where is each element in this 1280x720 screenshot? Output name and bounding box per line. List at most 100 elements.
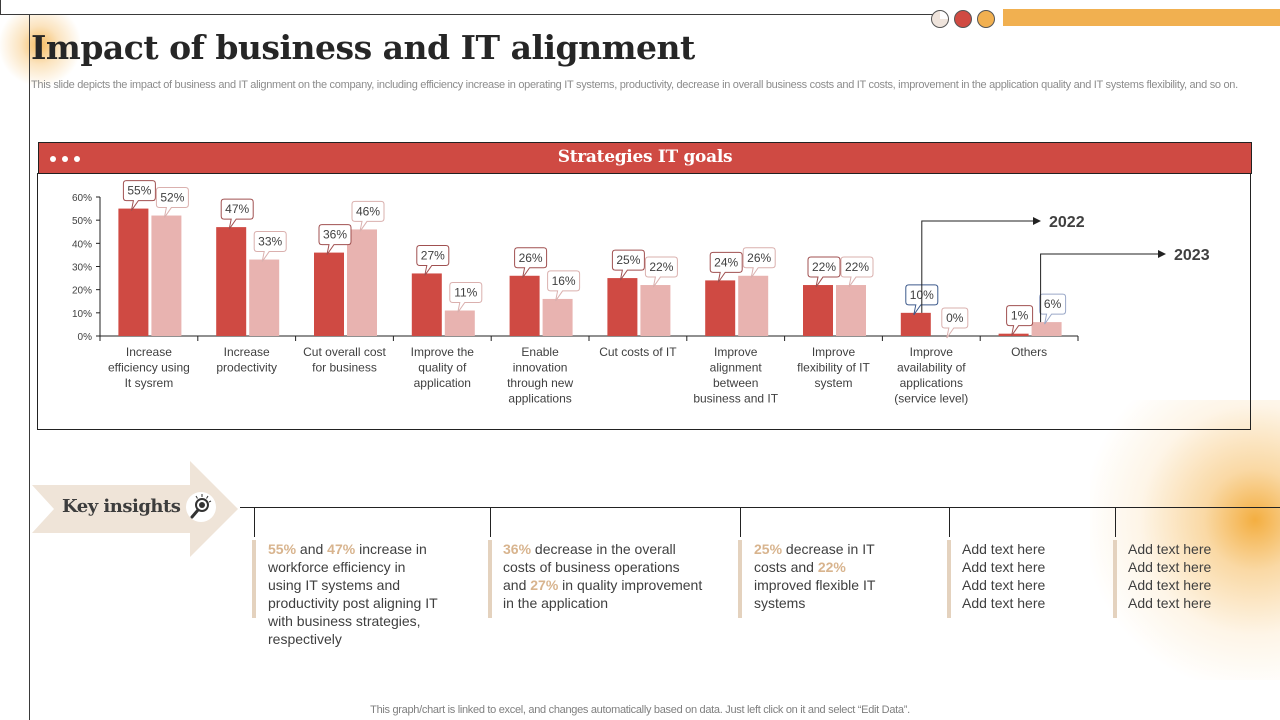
bar-2022 [998,333,1029,336]
bar-2022 [411,273,442,336]
callout-bubble [318,224,352,255]
callout-bubble [155,187,189,218]
key-insights-title: Key insights [62,496,181,517]
x-category-label: Cut overall cost [303,345,386,359]
insight-placeholder-text[interactable]: Add text here Add text here Add text here A… [962,540,1102,612]
callout-bubble [220,198,254,230]
legend-arrow-line [921,220,1033,313]
data-label: 26% [519,251,543,265]
insight-fragment: decrease in IT costs and [754,541,875,575]
timeline-tick [254,507,255,537]
insight-fragment: increase in workforce efficiency in usin… [268,541,438,647]
x-category-label: flexibility of IT [797,361,870,375]
insight-text: 36% decrease in the overall costs of bus… [503,540,703,612]
timeline-tick [949,507,950,537]
x-category-label: alignment [710,361,763,375]
data-label: 55% [127,184,151,198]
callout-bubble [742,247,776,279]
data-label-2022: 36% [318,224,352,255]
data-label: 6% [1044,297,1062,311]
chart-panel-header: Strategies IT goals [38,142,1252,174]
placeholder-line[interactable]: Add text here [962,559,1046,575]
x-category-label: efficiency using [108,361,190,375]
callout-bubble [449,282,483,313]
data-label-2023: 26% [742,247,776,279]
x-category-label: Others [1011,345,1047,359]
bar-2023 [738,275,769,336]
x-category-label: between [713,376,758,390]
callout-bubble [611,249,645,281]
bar-2023 [444,310,475,336]
data-label: 16% [552,274,576,288]
insight-text: 25% decrease in IT costs and 22% improve… [754,540,894,612]
x-category-label: quality of [418,361,467,375]
bar-2022 [607,278,638,336]
timeline-tick [740,507,741,537]
x-category-label: Improve [812,345,856,359]
placeholder-line[interactable]: Add text here [962,577,1046,593]
callout-bubble [253,231,287,262]
legend-arrow-head [1033,217,1041,225]
chart-canvas: 0% 10% 20% 30% 40% 50% 60% 55% 52% Increase effici… [72,180,1210,406]
chart-title: Strategies IT goals [557,147,733,167]
data-label-2022: 47% [220,198,254,230]
page-title: Impact of business and IT alignment [31,28,695,67]
timeline-tick [490,507,491,537]
insight-placeholder-text[interactable]: Add text here Add text here Add text here A… [1128,540,1268,612]
y-tick-label: 30% [72,263,92,274]
placeholder-line[interactable]: Add text here [1128,541,1212,557]
callout-bubble [807,256,841,288]
key-insights-arrow [32,461,238,557]
insight-accent-bar [738,540,742,618]
data-label-2022: 22% [807,256,841,288]
frame-line [0,0,1,15]
x-category-label: for business [312,361,377,375]
placeholder-line[interactable]: Add text here [1128,559,1212,575]
x-category-label: applications [900,376,963,390]
x-category-label: prodectivity [216,361,277,375]
bar-2022 [216,227,247,336]
data-label: 26% [747,251,771,265]
insight-accent-bar [947,540,951,618]
frame-line [0,14,935,15]
placeholder-line[interactable]: Add text here [1128,595,1212,611]
placeholder-line[interactable]: Add text here [962,541,1046,557]
insight-text: 55% and 47% increase in workforce effici… [268,540,438,648]
highlight-value: 22% [817,559,846,575]
placeholder-line[interactable]: Add text here [1128,577,1212,593]
legend-label-2023: 2023 [1174,247,1210,264]
y-tick-label: 20% [72,286,92,297]
data-label-2023: 46% [351,200,385,232]
legend-label-2022: 2022 [1049,214,1085,231]
x-category-label: availability of [897,361,966,375]
placeholder-line[interactable]: Add text here [962,595,1046,611]
x-category-label: Increase [126,345,172,359]
data-label: 0% [946,311,964,325]
footer-note: This graph/chart is linked to excel, and… [370,704,910,716]
bar-2022 [118,208,149,336]
data-label-2022: 24% [709,251,743,283]
bar-chart[interactable]: 0% 10% 20% 30% 40% 50% 60% 55% 52% Increase effici… [37,173,1251,430]
data-label: 22% [649,260,673,274]
timeline-tick [1115,507,1116,537]
data-label-2022: 25% [611,249,645,281]
x-category-label: Cut costs of IT [599,345,677,359]
x-category-label: through new [507,376,573,390]
insight-fragment: in quality improvement in the applicatio… [503,577,703,611]
decorative-glow-bottom-right [1090,400,1280,680]
x-category-label: Improve [714,345,758,359]
x-category-label: system [814,376,852,390]
highlight-value: 27% [530,577,559,593]
data-label: 22% [845,260,869,274]
red-circle-icon [954,10,972,28]
bar-2023 [836,285,866,336]
bar-2022 [509,275,540,336]
legend-arrow-head [1158,250,1166,258]
bar-2023 [1031,322,1062,336]
highlight-value: 25% [754,541,783,557]
data-label: 24% [714,255,738,269]
data-label: 33% [258,235,282,249]
data-label: 46% [356,204,380,218]
data-label-2023: 6% [1039,293,1067,325]
timeline-line [240,507,1280,508]
